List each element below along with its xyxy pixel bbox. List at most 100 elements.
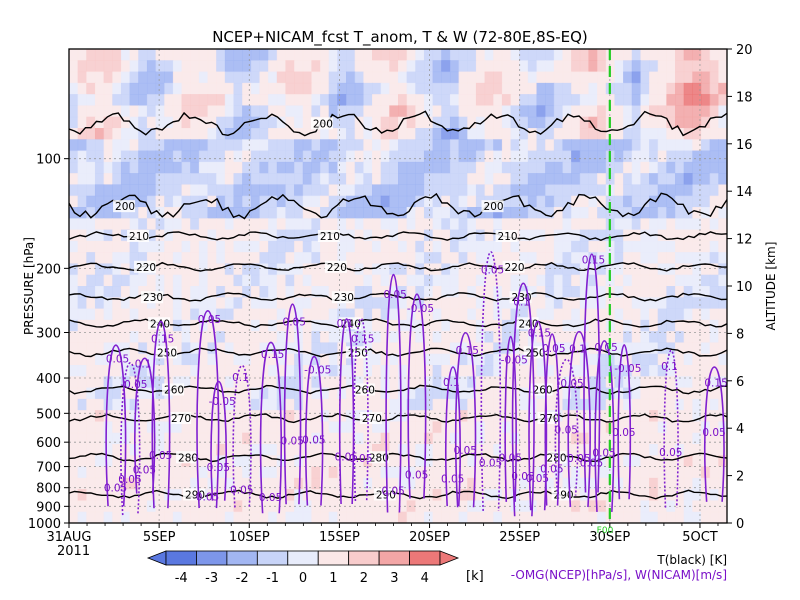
anomaly-cell	[285, 410, 295, 423]
anomaly-cell	[302, 218, 313, 231]
anomaly-cell	[398, 466, 408, 479]
anomaly-cell	[640, 116, 650, 129]
anomaly-cell	[588, 398, 598, 411]
anomaly-cell	[233, 207, 243, 219]
anomaly-cell	[701, 387, 711, 400]
anomaly-cell	[519, 387, 529, 400]
anomaly-cell	[86, 173, 96, 186]
anomaly-cell	[380, 150, 390, 163]
anomaly-cell	[640, 444, 650, 456]
anomaly-cell	[692, 173, 702, 186]
anomaly-cell	[475, 173, 486, 186]
anomaly-cell	[94, 150, 105, 163]
anomaly-cell	[475, 297, 486, 310]
anomaly-cell	[501, 128, 512, 140]
anomaly-cell	[94, 353, 105, 366]
anomaly-cell	[493, 421, 503, 434]
anomaly-cell	[683, 184, 693, 197]
anomaly-cell	[493, 308, 503, 321]
anomaly-cell	[112, 319, 122, 332]
anomaly-cell	[198, 263, 209, 276]
anomaly-cell	[346, 184, 356, 197]
anomaly-cell	[709, 82, 719, 95]
anomaly-cell	[346, 139, 356, 152]
anomaly-cell	[86, 387, 96, 400]
anomaly-cell	[649, 455, 659, 468]
anomaly-cell	[649, 195, 659, 208]
anomaly-cell	[623, 218, 633, 231]
vertical-velocity-label: 0.05	[283, 316, 306, 328]
anomaly-cell	[475, 94, 486, 107]
anomaly-cell	[103, 263, 113, 276]
anomaly-cell	[190, 398, 200, 411]
anomaly-cell	[328, 116, 338, 129]
anomaly-cell	[346, 376, 356, 389]
anomaly-cell	[302, 319, 313, 332]
anomaly-cell	[181, 387, 191, 400]
anomaly-cell	[268, 60, 278, 73]
anomaly-cell	[138, 218, 148, 231]
anomaly-cell	[311, 195, 321, 208]
anomaly-cell	[86, 398, 96, 411]
anomaly-cell	[311, 477, 321, 490]
anomaly-cell	[588, 128, 598, 140]
anomaly-cell	[709, 421, 719, 434]
x-tick-label: 30SEP	[589, 530, 630, 545]
anomaly-cell	[614, 105, 624, 118]
anomaly-cell	[77, 207, 87, 219]
temperature-contour-label-bg	[502, 260, 525, 273]
anomaly-cell	[675, 331, 685, 344]
anomaly-cell	[709, 444, 719, 456]
anomaly-cell	[285, 398, 295, 411]
anomaly-cell	[432, 60, 442, 73]
anomaly-cell	[458, 410, 468, 423]
anomaly-cell	[692, 500, 702, 513]
anomaly-cell	[623, 398, 633, 411]
anomaly-cell	[86, 455, 96, 468]
anomaly-cell	[510, 173, 520, 186]
anomaly-cell	[657, 308, 667, 321]
anomaly-cell	[423, 207, 434, 219]
anomaly-cell	[138, 365, 148, 377]
anomaly-cell	[527, 139, 538, 152]
anomaly-cell	[423, 365, 434, 377]
anomaly-cell	[519, 376, 529, 389]
anomaly-cell	[207, 173, 217, 186]
anomaly-cell	[415, 82, 425, 95]
anomaly-cell	[545, 444, 555, 456]
anomaly-cell	[155, 139, 165, 152]
anomaly-cell	[631, 376, 642, 389]
anomaly-cell	[423, 489, 434, 502]
anomaly-cell	[224, 308, 235, 321]
anomaly-cell	[103, 105, 113, 118]
anomaly-cell	[242, 173, 252, 186]
anomaly-cell	[449, 173, 460, 186]
anomaly-cell	[198, 331, 209, 344]
anomaly-cell	[276, 128, 287, 140]
anomaly-cell	[649, 286, 659, 298]
anomaly-cell	[372, 263, 382, 276]
anomaly-cell	[86, 252, 96, 265]
anomaly-cell	[588, 376, 598, 389]
anomaly-cell	[198, 82, 209, 95]
anomaly-cell	[562, 297, 572, 310]
anomaly-cell	[285, 297, 295, 310]
colorbar-swatch	[226, 550, 258, 566]
anomaly-cell	[164, 60, 174, 73]
anomaly-cell	[250, 161, 261, 174]
temperature-contour-label-bg	[113, 200, 136, 213]
anomaly-cell	[172, 432, 183, 445]
anomaly-cell	[354, 252, 364, 265]
anomaly-cell	[553, 128, 564, 140]
anomaly-cell	[389, 387, 399, 400]
anomaly-cell	[346, 128, 356, 140]
anomaly-cell	[631, 353, 642, 366]
anomaly-cell	[69, 60, 79, 73]
anomaly-cell	[224, 184, 235, 197]
anomaly-cell	[475, 331, 486, 344]
anomaly-cell	[623, 365, 633, 377]
anomaly-cell	[198, 297, 209, 310]
anomaly-cell	[112, 274, 122, 287]
anomaly-cell	[389, 128, 399, 140]
anomaly-cell	[259, 319, 269, 332]
